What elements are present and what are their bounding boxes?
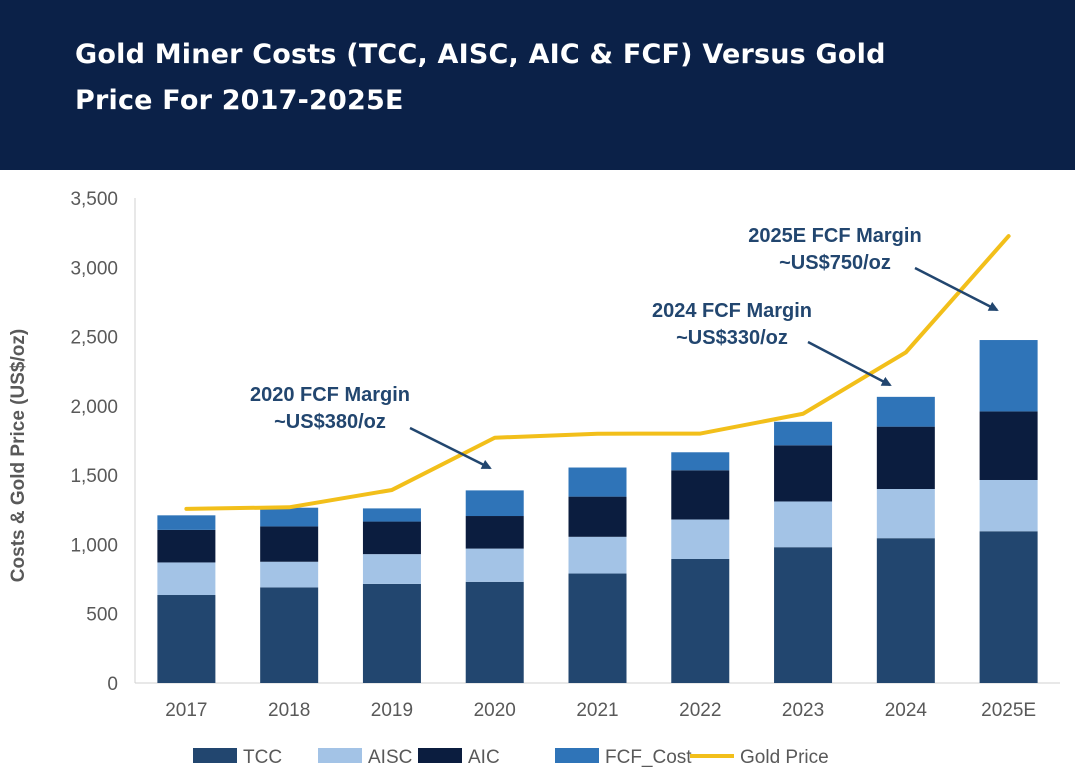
gold-price-line — [184, 234, 1011, 511]
annotation-title: 2020 FCF Margin — [250, 384, 410, 406]
bar-aisc-2025e — [979, 479, 1038, 532]
y-tick-label: 0 — [107, 674, 118, 695]
bar-tcc-2023 — [774, 547, 833, 683]
bar-tcc-2024 — [876, 538, 935, 683]
x-tick-label: 2024 — [885, 700, 928, 721]
bar-fcf-cost-2018 — [260, 507, 319, 527]
annotation-title: 2025E FCF Margin — [748, 225, 921, 247]
bar-aic-2018 — [260, 526, 319, 562]
bar-aic-2021 — [568, 496, 627, 537]
legend-swatch-aisc — [318, 748, 362, 763]
bar-tcc-2022 — [671, 558, 730, 683]
y-tick-label: 1,500 — [70, 466, 118, 487]
bar-tcc-2020 — [465, 581, 524, 683]
bar-tcc-2017 — [157, 595, 216, 683]
bar-aisc-2019 — [362, 554, 421, 584]
legend-swatch-tcc — [193, 748, 237, 763]
bar-aisc-2021 — [568, 536, 627, 574]
bar-tcc-2025e — [979, 531, 1038, 683]
annotation-arrow — [409, 426, 492, 470]
x-tick-label: 2021 — [576, 700, 618, 721]
bar-fcf-cost-2019 — [362, 508, 421, 522]
bar-fcf-cost-2020 — [465, 490, 524, 517]
annotation-arrow — [807, 340, 892, 387]
bar-fcf-cost-2023 — [774, 421, 833, 446]
legend-label: TCC — [243, 747, 282, 768]
y-tick-label: 1,000 — [70, 535, 118, 556]
bar-aisc-2017 — [157, 562, 216, 596]
bar-aisc-2020 — [465, 548, 524, 582]
bar-aic-2022 — [671, 470, 730, 520]
x-tick-label: 2017 — [165, 700, 207, 721]
y-tick-label: 3,000 — [70, 258, 118, 279]
x-tick-label: 2019 — [371, 700, 413, 721]
stacked-bar-chart: 0 500 1,000 1,500 2,000 2,500 3,000 3,500 Costs … — [8, 189, 1060, 768]
y-tick-label: 2,000 — [70, 397, 118, 418]
x-tick-label: 2020 — [474, 700, 516, 721]
bar-aisc-2023 — [774, 501, 833, 548]
y-tick-label: 500 — [86, 605, 118, 626]
annotation-value: ~US$330/oz — [676, 327, 788, 349]
bar-aic-2025e — [979, 411, 1038, 480]
bar-aisc-2022 — [671, 519, 730, 559]
legend-label: Gold Price — [740, 747, 829, 768]
bar-aic-2020 — [465, 516, 524, 549]
y-tick-label: 2,500 — [70, 328, 118, 349]
bar-aisc-2024 — [876, 489, 935, 539]
bar-fcf-cost-2025e — [979, 340, 1038, 412]
bar-tcc-2021 — [568, 573, 627, 683]
bar-tcc-2018 — [260, 587, 319, 683]
legend-label: AISC — [368, 747, 412, 768]
legend-swatch-aic — [418, 748, 462, 763]
chart-title: Gold Miner Costs (TCC, AISC, AIC & FCF) … — [75, 32, 975, 124]
bar-fcf-cost-2021 — [568, 467, 627, 497]
title-banner: Gold Miner Costs (TCC, AISC, AIC & FCF) … — [0, 0, 1075, 170]
x-tick-label: 2023 — [782, 700, 824, 721]
bar-aisc-2018 — [260, 561, 319, 588]
annotation-arrow — [914, 266, 999, 312]
annotation-value: ~US$750/oz — [779, 252, 891, 274]
bar-aic-2017 — [157, 529, 216, 563]
y-axis-title: Costs & Gold Price (US$/oz) — [8, 329, 29, 582]
legend-swatch-fcf-cost — [555, 748, 599, 763]
title-line-2: Price For 2017-2025E — [75, 85, 404, 116]
x-tick-label: 2018 — [268, 700, 310, 721]
legend-label: AIC — [468, 747, 500, 768]
bar-fcf-cost-2024 — [876, 396, 935, 427]
bar-aic-2024 — [876, 426, 935, 489]
x-tick-label: 2025E — [981, 700, 1036, 721]
annotation-title: 2024 FCF Margin — [652, 300, 812, 322]
bar-aic-2023 — [774, 445, 833, 502]
legend-label: FCF_Cost — [605, 747, 692, 768]
bar-tcc-2019 — [362, 583, 421, 683]
bar-fcf-cost-2022 — [671, 452, 730, 471]
y-tick-label: 3,500 — [70, 189, 118, 210]
bar-fcf-cost-2017 — [157, 515, 216, 530]
x-tick-label: 2022 — [679, 700, 721, 721]
annotation-value: ~US$380/oz — [274, 411, 386, 433]
bar-aic-2019 — [362, 521, 421, 555]
title-line-1: Gold Miner Costs (TCC, AISC, AIC & FCF) … — [75, 39, 886, 70]
